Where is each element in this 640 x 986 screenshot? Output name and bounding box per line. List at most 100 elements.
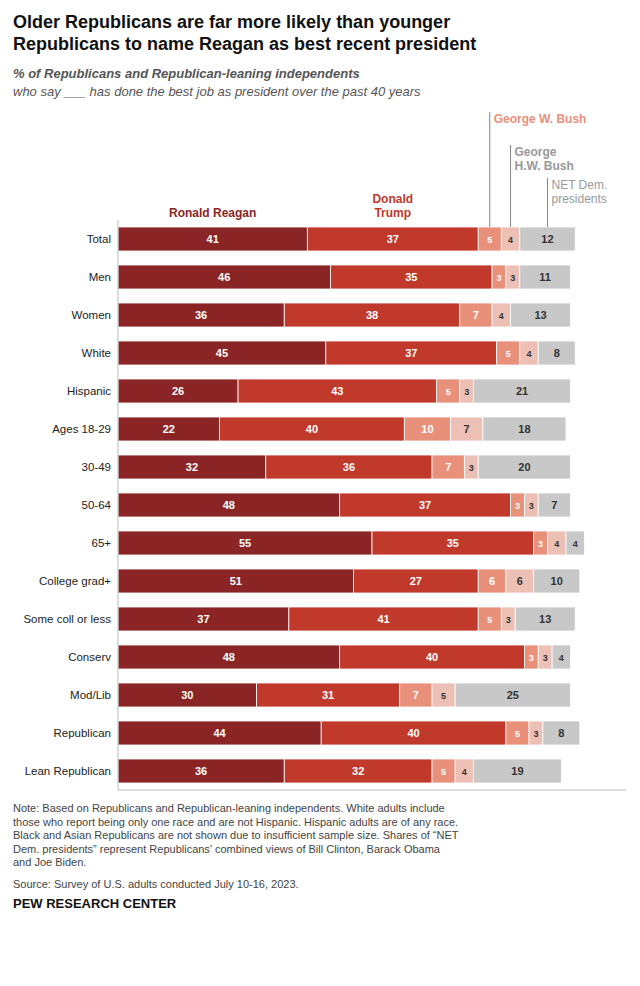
data-label: 40: [407, 727, 419, 739]
bar-segment: [118, 607, 289, 631]
data-label: 12: [541, 233, 553, 245]
data-label: 3: [529, 501, 534, 511]
data-label: 5: [515, 729, 520, 739]
bar-segment: [543, 721, 580, 745]
bar-segment: [524, 645, 538, 669]
data-label: 22: [163, 423, 175, 435]
bar-segment: [529, 721, 543, 745]
category-label: White: [82, 347, 111, 359]
data-label: 37: [197, 613, 209, 625]
bar-segment: [118, 721, 321, 745]
data-label: 7: [413, 689, 419, 701]
data-label: 5: [487, 615, 492, 625]
data-label: 30: [181, 689, 193, 701]
subtitle: who say ___ has done the best job as pre…: [13, 84, 421, 99]
annotation: Note: Based on Republicans and Republica…: [13, 802, 459, 868]
bar-segment: [340, 493, 511, 517]
category-label: 50-64: [82, 499, 112, 511]
bar-segment: [515, 607, 575, 631]
data-label: 8: [558, 727, 564, 739]
data-label: 11: [539, 271, 551, 283]
bar-segment: [538, 645, 552, 669]
category-label: 30-49: [82, 461, 111, 473]
leader-line: [547, 178, 548, 227]
data-label: 4: [462, 767, 467, 777]
data-label: 4: [499, 311, 504, 321]
bar-segment: [478, 227, 501, 251]
category-label: Hispanic: [67, 385, 111, 397]
legend-entry: GeorgeH.W. Bush: [515, 145, 574, 173]
data-label: 37: [387, 233, 399, 245]
data-label: 32: [352, 765, 364, 777]
legend-entry: NET Dem.presidents: [551, 178, 607, 206]
category-label: Total: [87, 233, 111, 245]
bar-segment: [289, 607, 478, 631]
bar-segment: [455, 759, 473, 783]
bar-segment: [552, 645, 570, 669]
category-label: Mod/Lib: [70, 689, 111, 701]
data-label: 3: [510, 273, 515, 283]
data-label: 6: [517, 575, 523, 587]
bar-segment: [520, 227, 575, 251]
data-label: 3: [496, 273, 501, 283]
data-labels: 4137541246353311363874134537548264353212…: [163, 233, 578, 777]
bar-segment: [524, 493, 538, 517]
bar-segment: [284, 759, 432, 783]
data-label: 3: [529, 653, 534, 663]
data-label: 10: [421, 423, 433, 435]
bar-segment: [520, 265, 571, 289]
annotation: Source: Survey of U.S. adults conducted …: [13, 878, 299, 890]
bar-segment: [497, 341, 520, 365]
data-label: 32: [186, 461, 198, 473]
legend-entry: DonaldTrump: [372, 192, 413, 220]
bar-segment: [257, 683, 400, 707]
leader-line: [489, 112, 490, 227]
bar-segment: [492, 265, 506, 289]
data-label: 41: [377, 613, 389, 625]
leader-line: [510, 145, 511, 227]
data-label: 8: [554, 347, 560, 359]
bar-segment: [538, 493, 570, 517]
bar-segment: [118, 303, 284, 327]
bar-segment: [478, 455, 570, 479]
bar-segment: [118, 265, 330, 289]
legend: Ronald ReaganDonaldTrumpGeorge W. BushGe…: [169, 112, 607, 227]
annotation: PEW RESEARCH CENTER: [13, 896, 177, 911]
bar-segment: [220, 417, 405, 441]
bar-segment: [432, 455, 464, 479]
bar-segment: [432, 683, 455, 707]
bar-segment: [566, 531, 584, 555]
bar-segment: [534, 569, 580, 593]
bar-segment: [511, 493, 525, 517]
bar-segment: [118, 227, 307, 251]
data-label: 3: [469, 463, 474, 473]
bar-segment: [118, 341, 326, 365]
bar-segment: [455, 683, 570, 707]
bar-segment: [326, 341, 497, 365]
data-label: 20: [518, 461, 530, 473]
data-label: 5: [506, 349, 511, 359]
data-label: 36: [195, 309, 207, 321]
data-label: 6: [489, 575, 495, 587]
data-label: 48: [223, 499, 235, 511]
data-label: 4: [573, 539, 578, 549]
data-label: 36: [195, 765, 207, 777]
bar-segment: [437, 379, 460, 403]
bar-segment: [118, 645, 340, 669]
data-label: 10: [551, 575, 563, 587]
data-label: 3: [515, 501, 520, 511]
data-label: 7: [473, 309, 479, 321]
bar-segment: [284, 303, 459, 327]
category-label: Lean Republican: [25, 765, 111, 777]
data-label: 37: [419, 499, 431, 511]
bar-segment: [538, 341, 575, 365]
legend-entry: Ronald Reagan: [169, 206, 256, 220]
data-label: 7: [445, 461, 451, 473]
data-label: 38: [366, 309, 378, 321]
category-label: Women: [72, 309, 111, 321]
bar-segment: [118, 531, 372, 555]
bar-segment: [307, 227, 478, 251]
bar-segment: [520, 341, 538, 365]
bar-segment: [404, 417, 450, 441]
data-label: 36: [343, 461, 355, 473]
